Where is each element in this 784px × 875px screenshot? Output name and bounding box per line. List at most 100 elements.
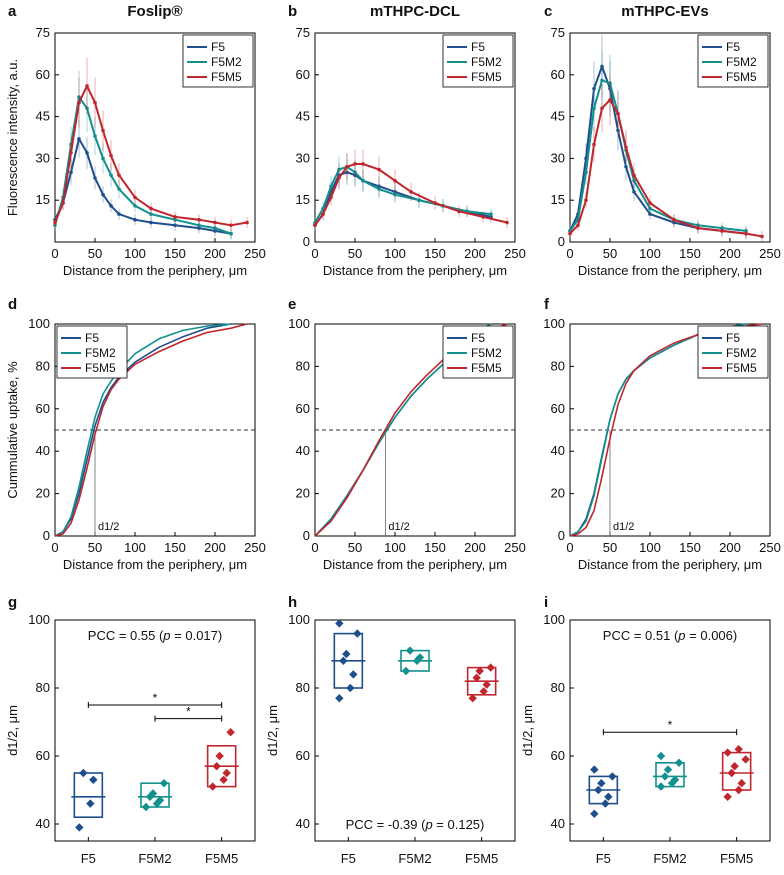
data-point-F5M2 — [415, 653, 425, 662]
data-point-F5M2 — [584, 170, 588, 175]
pcc-annotation: PCC = 0.55 (p = 0.017) — [88, 628, 222, 643]
data-point-F5M5 — [482, 680, 491, 689]
legend-label-F5M2: F5M2 — [211, 55, 242, 69]
data-point-F5 — [604, 792, 613, 801]
data-point-F5M5 — [337, 176, 341, 180]
data-point-F5 — [648, 212, 652, 216]
y-tick-label: 100 — [28, 316, 50, 331]
panel-letter-a: a — [8, 3, 17, 20]
x-tick-label: 0 — [311, 540, 318, 555]
y-tick-label: 100 — [543, 612, 565, 627]
y-axis-label: d1/2, μm — [265, 705, 280, 756]
data-point-F5M2 — [93, 134, 97, 138]
category-label: F5M5 — [205, 851, 238, 866]
y-tick-label: 40 — [551, 816, 565, 831]
series-line-F5M2 — [54, 323, 232, 537]
data-point-F5M5 — [226, 728, 235, 737]
data-point-F5M5 — [616, 112, 620, 116]
y-tick-label: 80 — [36, 358, 50, 373]
data-point-F5M5 — [632, 173, 636, 177]
data-point-F5M5 — [730, 762, 739, 771]
data-point-F5M5 — [475, 666, 484, 676]
data-point-F5M5 — [353, 162, 357, 166]
panel-letter-d: d — [8, 296, 17, 313]
data-point-F5 — [335, 619, 344, 628]
data-point-F5M2 — [632, 178, 636, 183]
y-tick-label: 0 — [303, 528, 310, 543]
data-point-F5 — [335, 694, 344, 703]
category-label: F5M5 — [720, 851, 753, 866]
x-tick-label: 0 — [566, 246, 573, 261]
data-point-F5M2 — [353, 170, 357, 175]
category-label: F5M2 — [138, 851, 171, 866]
data-point-F5M2 — [329, 184, 333, 189]
plot-frame-a — [54, 32, 256, 243]
pcc-annotation-part: p — [162, 628, 170, 643]
data-point-F5 — [89, 775, 98, 784]
data-point-F5 — [339, 656, 348, 665]
legend-label-F5M2: F5M2 — [726, 55, 757, 69]
data-point-F5M2 — [489, 212, 493, 216]
data-point-F5M5 — [212, 762, 221, 771]
data-point-F5 — [594, 785, 603, 795]
legend-label-F5M2: F5M2 — [471, 55, 502, 69]
x-tick-label: 250 — [759, 246, 781, 261]
legend-label-F5M5: F5M5 — [85, 361, 116, 375]
y-tick-label: 30 — [296, 150, 310, 165]
y-tick-label: 40 — [551, 443, 565, 458]
data-point-F5 — [349, 670, 358, 679]
data-point-F5M5 — [505, 220, 509, 225]
legend-label-F5M5: F5M5 — [726, 70, 757, 84]
data-point-F5 — [616, 128, 620, 133]
data-point-F5M2 — [393, 192, 397, 197]
y-tick-label: 20 — [296, 486, 310, 501]
y-tick-label: 100 — [28, 612, 50, 627]
data-point-F5M5 — [486, 663, 495, 672]
data-point-F5M5 — [608, 98, 612, 102]
y-tick-label: 80 — [551, 680, 565, 695]
y-tick-label: 45 — [551, 109, 565, 124]
data-point-F5M5 — [149, 206, 153, 211]
legend-label-F5: F5 — [211, 40, 225, 54]
y-tick-label: 100 — [543, 316, 565, 331]
data-point-F5M5 — [472, 673, 481, 682]
data-point-F5M5 — [409, 190, 413, 194]
x-tick-label: 50 — [603, 246, 617, 261]
pcc-annotation-part: p — [677, 628, 685, 643]
legend-label-F5: F5 — [726, 331, 740, 345]
y-tick-label: 60 — [296, 67, 310, 82]
x-tick-label: 100 — [384, 246, 406, 261]
data-point-F5 — [133, 217, 137, 222]
x-axis-label: Distance from the periphery, μm — [63, 557, 247, 572]
data-point-F5M5 — [377, 167, 381, 172]
y-tick-label: 0 — [303, 234, 310, 249]
data-point-F5 — [75, 823, 84, 832]
series-line-F5M2 — [54, 96, 232, 235]
data-point-F5M5 — [734, 745, 743, 754]
data-point-F5 — [85, 151, 89, 155]
data-point-F5M5 — [624, 145, 628, 150]
data-point-F5 — [600, 64, 604, 69]
x-tick-label: 100 — [639, 246, 661, 261]
x-tick-label: 100 — [124, 246, 146, 261]
data-point-F5M5 — [468, 694, 477, 703]
pcc-annotation-part: PCC = -0.39 ( — [346, 817, 427, 832]
plot-frame-c — [569, 32, 771, 243]
data-point-F5M2 — [660, 772, 670, 781]
y-tick-label: 60 — [551, 748, 565, 763]
x-tick-label: 150 — [424, 246, 446, 261]
d-half-label: d1/2 — [613, 521, 634, 533]
data-point-F5M2 — [674, 758, 684, 767]
significance-star: * — [186, 705, 191, 719]
data-point-F5M5 — [213, 220, 217, 225]
data-point-F5 — [597, 779, 606, 788]
series-line-F5 — [54, 137, 232, 235]
data-point-F5 — [109, 203, 113, 208]
x-tick-label: 0 — [311, 246, 318, 261]
y-tick-label: 60 — [296, 401, 310, 416]
data-point-F5M2 — [656, 782, 666, 791]
legend-label-F5M5: F5M5 — [726, 361, 757, 375]
y-tick-label: 60 — [36, 401, 50, 416]
x-tick-label: 200 — [719, 540, 741, 555]
data-point-F5M2 — [77, 95, 81, 99]
